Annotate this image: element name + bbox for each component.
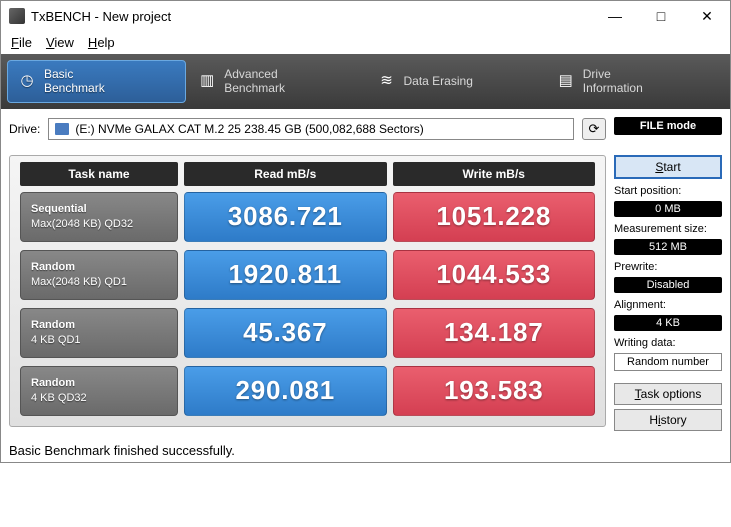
writing-data-value: Random number xyxy=(614,353,722,371)
alignment-value: 4 KB xyxy=(614,315,722,331)
result-row: Random4 KB QD1 45.367 134.187 xyxy=(20,308,595,358)
window-title: TxBENCH - New project xyxy=(31,9,592,24)
history-button[interactable]: History xyxy=(614,409,722,431)
close-button[interactable]: ✕ xyxy=(684,1,730,31)
start-button[interactable]: Start xyxy=(614,155,722,179)
drive-label: Drive: xyxy=(9,122,40,136)
start-position-value: 0 MB xyxy=(614,201,722,217)
read-value: 290.081 xyxy=(184,366,387,416)
status-bar: Basic Benchmark finished successfully. xyxy=(1,439,730,462)
menu-bar: File View Help xyxy=(1,31,730,54)
tab-drive-information[interactable]: ▤ DriveInformation xyxy=(547,60,724,103)
disk-icon xyxy=(55,123,69,135)
write-value: 1051.228 xyxy=(393,192,596,242)
app-icon xyxy=(9,8,25,24)
task-options-button[interactable]: Task options xyxy=(614,383,722,405)
alignment-label: Alignment: xyxy=(614,299,722,311)
write-value: 1044.533 xyxy=(393,250,596,300)
tab-advanced-benchmark[interactable]: ▥ AdvancedBenchmark xyxy=(188,60,365,103)
menu-file[interactable]: File xyxy=(11,35,32,50)
header-write: Write mB/s xyxy=(393,162,596,186)
task-cell[interactable]: Random4 KB QD32 xyxy=(20,366,178,416)
write-value: 193.583 xyxy=(393,366,596,416)
measurement-size-label: Measurement size: xyxy=(614,223,722,235)
task-cell[interactable]: RandomMax(2048 KB) QD1 xyxy=(20,250,178,300)
read-value: 3086.721 xyxy=(184,192,387,242)
tab-basic-benchmark[interactable]: ◷ BasicBenchmark xyxy=(7,60,186,103)
task-cell[interactable]: SequentialMax(2048 KB) QD32 xyxy=(20,192,178,242)
result-row: SequentialMax(2048 KB) QD32 3086.721 105… xyxy=(20,192,595,242)
drive-select[interactable]: (E:) NVMe GALAX CAT M.2 25 238.45 GB (50… xyxy=(48,118,574,140)
refresh-button[interactable]: ⟳ xyxy=(582,118,606,140)
measurement-size-value: 512 MB xyxy=(614,239,722,255)
prewrite-value: Disabled xyxy=(614,277,722,293)
side-panel: Start Start position: 0 MB Measurement s… xyxy=(614,155,722,431)
menu-help[interactable]: Help xyxy=(88,35,115,50)
minimize-button[interactable]: — xyxy=(592,1,638,31)
writing-data-label: Writing data: xyxy=(614,337,722,349)
drive-icon: ▤ xyxy=(557,72,575,90)
menu-view[interactable]: View xyxy=(46,35,74,50)
result-row: RandomMax(2048 KB) QD1 1920.811 1044.533 xyxy=(20,250,595,300)
app-window: TxBENCH - New project — □ ✕ File View He… xyxy=(0,0,731,463)
header-task: Task name xyxy=(20,162,178,186)
erase-icon: ≋ xyxy=(378,72,396,90)
write-value: 134.187 xyxy=(393,308,596,358)
maximize-button[interactable]: □ xyxy=(638,1,684,31)
task-cell[interactable]: Random4 KB QD1 xyxy=(20,308,178,358)
drive-value: (E:) NVMe GALAX CAT M.2 25 238.45 GB (50… xyxy=(75,122,423,136)
header-read: Read mB/s xyxy=(184,162,387,186)
results-panel: Task name Read mB/s Write mB/s Sequentia… xyxy=(9,155,606,427)
tab-data-erasing[interactable]: ≋ Data Erasing xyxy=(368,60,545,103)
chart-icon: ▥ xyxy=(198,72,216,90)
read-value: 45.367 xyxy=(184,308,387,358)
tab-bar: ◷ BasicBenchmark ▥ AdvancedBenchmark ≋ D… xyxy=(1,54,730,109)
title-bar: TxBENCH - New project — □ ✕ xyxy=(1,1,730,31)
read-value: 1920.811 xyxy=(184,250,387,300)
start-position-label: Start position: xyxy=(614,185,722,197)
gauge-icon: ◷ xyxy=(18,72,36,90)
file-mode-badge: FILE mode xyxy=(614,117,722,135)
prewrite-label: Prewrite: xyxy=(614,261,722,273)
result-row: Random4 KB QD32 290.081 193.583 xyxy=(20,366,595,416)
